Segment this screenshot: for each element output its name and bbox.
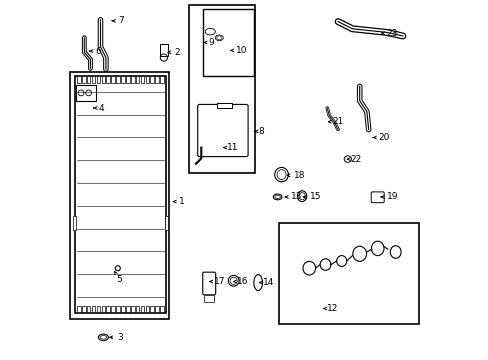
Bar — [217, 103, 231, 108]
FancyBboxPatch shape — [370, 192, 384, 203]
Bar — [136, 76, 139, 83]
Text: 6: 6 — [89, 47, 101, 56]
Bar — [126, 306, 129, 312]
Text: 9: 9 — [204, 38, 214, 47]
Bar — [121, 76, 124, 83]
Ellipse shape — [98, 334, 108, 341]
Bar — [116, 76, 120, 83]
Ellipse shape — [298, 193, 305, 200]
Text: 7: 7 — [112, 17, 123, 26]
Text: 13: 13 — [285, 192, 302, 202]
Bar — [136, 306, 139, 312]
Ellipse shape — [100, 336, 106, 339]
Bar — [76, 85, 96, 101]
Ellipse shape — [216, 36, 222, 40]
Bar — [155, 76, 159, 83]
Ellipse shape — [205, 28, 215, 35]
Bar — [160, 306, 163, 312]
Bar — [75, 76, 166, 313]
Text: 14: 14 — [259, 278, 274, 287]
FancyBboxPatch shape — [197, 104, 247, 157]
Bar — [141, 306, 144, 312]
Ellipse shape — [320, 259, 330, 270]
Ellipse shape — [389, 246, 400, 258]
Text: 20: 20 — [372, 133, 389, 142]
Text: 17: 17 — [209, 277, 224, 286]
Bar — [106, 306, 110, 312]
Bar — [82, 306, 85, 312]
Bar — [116, 306, 120, 312]
Text: 21: 21 — [328, 117, 344, 126]
Bar — [150, 76, 154, 83]
Bar — [145, 306, 149, 312]
Bar — [126, 76, 129, 83]
Ellipse shape — [215, 35, 223, 41]
Bar — [203, 9, 253, 76]
Ellipse shape — [297, 191, 306, 202]
Ellipse shape — [352, 246, 366, 261]
Text: 16: 16 — [233, 277, 248, 286]
Bar — [111, 76, 115, 83]
Bar — [150, 306, 154, 312]
Text: 15: 15 — [303, 192, 321, 202]
Bar — [160, 44, 167, 56]
Text: 12: 12 — [323, 304, 337, 313]
Text: 4: 4 — [93, 104, 104, 113]
Text: 8: 8 — [255, 127, 264, 136]
Bar — [70, 72, 168, 319]
Bar — [278, 223, 418, 324]
Ellipse shape — [274, 167, 288, 182]
Bar — [145, 76, 149, 83]
Text: 3: 3 — [109, 333, 123, 342]
Text: 22: 22 — [346, 155, 361, 163]
Ellipse shape — [230, 277, 237, 284]
Bar — [97, 76, 100, 83]
Ellipse shape — [371, 241, 383, 256]
Ellipse shape — [228, 275, 239, 286]
Ellipse shape — [303, 261, 315, 275]
Bar — [102, 306, 105, 312]
Ellipse shape — [273, 194, 282, 200]
Bar — [92, 306, 95, 312]
Ellipse shape — [344, 156, 351, 162]
Bar — [92, 76, 95, 83]
Bar — [160, 76, 163, 83]
Ellipse shape — [336, 256, 346, 266]
Bar — [131, 76, 134, 83]
Bar — [87, 76, 90, 83]
Bar — [188, 5, 255, 173]
Text: 2: 2 — [168, 48, 180, 57]
Bar — [204, 295, 214, 302]
Bar — [111, 306, 115, 312]
Bar — [97, 306, 100, 312]
Bar — [102, 76, 105, 83]
Bar — [82, 76, 85, 83]
FancyBboxPatch shape — [203, 272, 215, 295]
Bar — [77, 76, 81, 83]
Bar — [121, 306, 124, 312]
Bar — [87, 306, 90, 312]
Text: 19: 19 — [380, 192, 397, 202]
Bar — [164, 216, 168, 230]
Ellipse shape — [274, 195, 280, 199]
Ellipse shape — [277, 170, 285, 180]
Bar — [77, 306, 81, 312]
Bar — [131, 306, 134, 312]
Bar — [155, 306, 159, 312]
Text: 10: 10 — [230, 46, 247, 55]
Text: 5: 5 — [114, 271, 122, 284]
Text: 23: 23 — [381, 29, 397, 38]
Bar — [141, 76, 144, 83]
Text: 11: 11 — [223, 143, 238, 152]
Text: 18: 18 — [286, 171, 305, 180]
Bar — [106, 76, 110, 83]
Text: 1: 1 — [173, 197, 184, 206]
Bar — [73, 216, 76, 230]
